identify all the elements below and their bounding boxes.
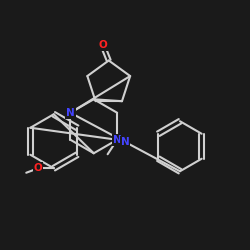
Text: N: N [113,135,122,145]
Text: N: N [66,108,75,118]
Text: O: O [98,40,107,50]
Text: O: O [34,163,42,173]
Text: N: N [121,137,130,147]
